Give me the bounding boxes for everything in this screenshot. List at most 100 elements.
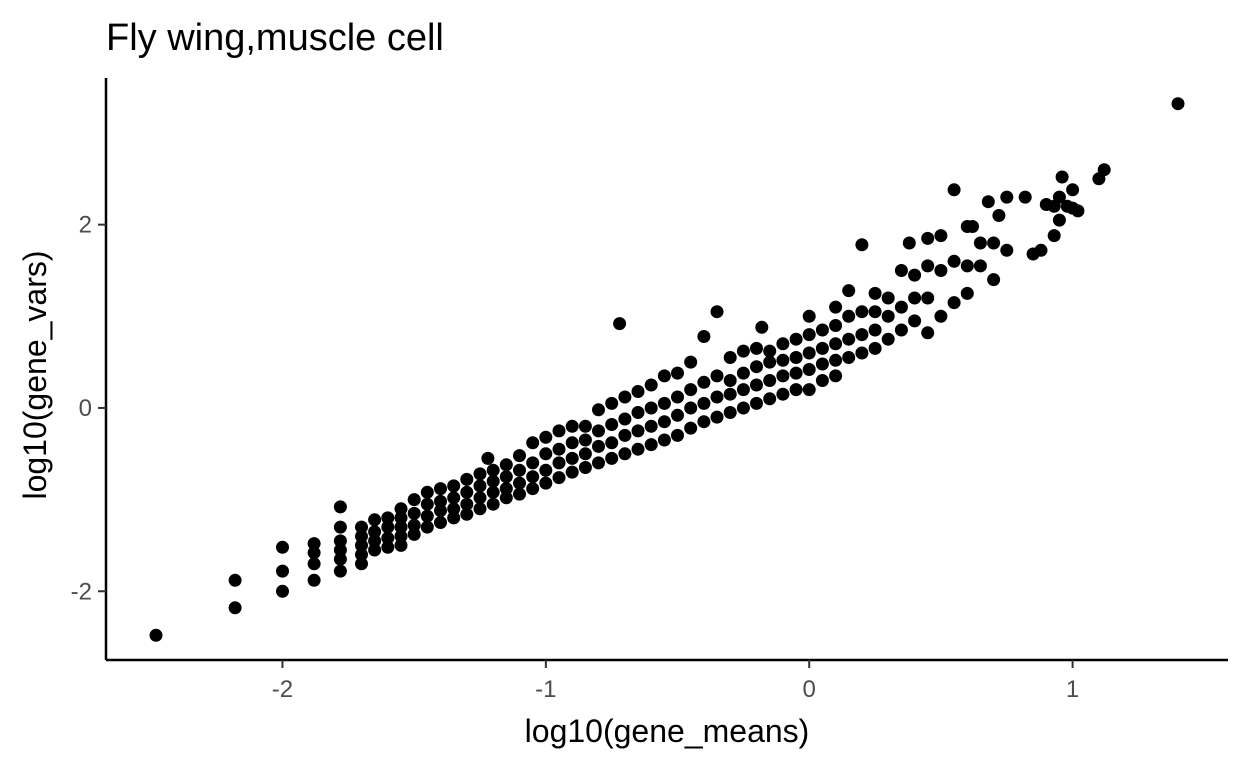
data-point xyxy=(368,525,382,539)
data-point xyxy=(307,573,321,587)
data-point xyxy=(355,557,368,571)
data-point xyxy=(789,383,803,397)
y-axis-label: log10(gene_vars) xyxy=(17,250,53,499)
data-point xyxy=(486,485,500,499)
data-point xyxy=(407,518,421,532)
data-point xyxy=(447,511,461,525)
data-point xyxy=(868,286,882,300)
data-point xyxy=(934,264,948,277)
data-point xyxy=(355,520,368,534)
data-point xyxy=(960,286,974,300)
data-point xyxy=(842,351,856,364)
data-point xyxy=(552,471,566,485)
data-point xyxy=(420,485,434,499)
data-point xyxy=(776,353,790,367)
y-tick-label: -2 xyxy=(71,578,92,605)
data-point xyxy=(481,451,495,465)
data-point xyxy=(776,387,790,401)
data-point xyxy=(149,628,163,642)
data-point xyxy=(355,548,368,562)
data-point xyxy=(947,183,961,197)
data-point xyxy=(434,516,447,529)
data-point xyxy=(736,383,750,397)
data-point xyxy=(394,511,408,525)
data-point xyxy=(750,396,763,410)
data-point xyxy=(644,401,658,415)
data-point xyxy=(565,436,579,450)
data-point xyxy=(447,479,461,493)
data-point xyxy=(368,534,382,548)
data-point xyxy=(434,494,447,508)
data-point xyxy=(618,390,632,404)
data-point xyxy=(829,300,843,314)
data-point xyxy=(789,332,803,346)
x-tick-label: -2 xyxy=(272,676,293,703)
data-point xyxy=(394,502,408,516)
data-point xyxy=(736,366,750,380)
data-point xyxy=(592,424,605,438)
data-point xyxy=(868,305,882,319)
data-point xyxy=(276,584,289,598)
data-point xyxy=(605,396,619,410)
data-point xyxy=(789,351,803,364)
data-point xyxy=(921,231,935,245)
data-point xyxy=(526,436,540,450)
data-point xyxy=(539,430,553,444)
data-point xyxy=(333,543,347,557)
chart-title: Fly wing,muscle cell xyxy=(106,17,444,59)
data-point xyxy=(855,305,869,319)
data-point xyxy=(908,268,922,282)
data-point xyxy=(934,309,948,323)
data-point xyxy=(473,491,487,505)
data-point xyxy=(644,438,658,452)
data-point xyxy=(1000,190,1014,204)
data-point xyxy=(776,369,790,383)
data-point xyxy=(473,479,487,493)
data-point xyxy=(513,449,526,463)
data-point xyxy=(966,220,979,233)
data-point xyxy=(526,482,540,496)
data-point xyxy=(1047,229,1061,243)
data-point xyxy=(565,451,579,465)
data-point xyxy=(333,534,347,548)
data-point xyxy=(829,319,843,332)
data-point xyxy=(513,463,526,477)
data-point xyxy=(671,366,684,380)
data-point xyxy=(736,401,750,415)
data-point xyxy=(1055,170,1069,184)
data-point xyxy=(815,357,829,371)
data-point xyxy=(333,520,347,534)
data-point xyxy=(855,238,869,252)
data-point xyxy=(565,419,579,433)
data-point xyxy=(657,415,671,429)
data-point xyxy=(657,369,671,383)
data-point xyxy=(894,323,908,337)
data-point xyxy=(539,476,553,490)
data-point xyxy=(973,259,987,273)
data-point xyxy=(307,537,321,551)
data-point xyxy=(407,493,421,507)
data-point xyxy=(789,366,803,380)
data-point xyxy=(868,323,882,337)
x-tick-label: -1 xyxy=(535,676,556,703)
data-point xyxy=(750,341,763,355)
data-point xyxy=(644,378,658,392)
data-point xyxy=(228,601,242,615)
data-point xyxy=(829,353,843,367)
data-point xyxy=(934,229,948,243)
data-point xyxy=(355,529,368,543)
data-point xyxy=(552,442,566,456)
data-point xyxy=(776,337,790,351)
x-tick-label: 0 xyxy=(803,676,816,703)
data-point xyxy=(855,328,869,342)
data-point xyxy=(578,433,592,447)
data-point xyxy=(710,390,724,404)
data-point xyxy=(868,341,882,355)
data-point xyxy=(894,264,908,277)
data-point xyxy=(605,436,619,450)
data-point xyxy=(987,236,1001,250)
data-point xyxy=(368,513,382,527)
data-point xyxy=(855,346,869,360)
data-point xyxy=(1018,190,1032,204)
